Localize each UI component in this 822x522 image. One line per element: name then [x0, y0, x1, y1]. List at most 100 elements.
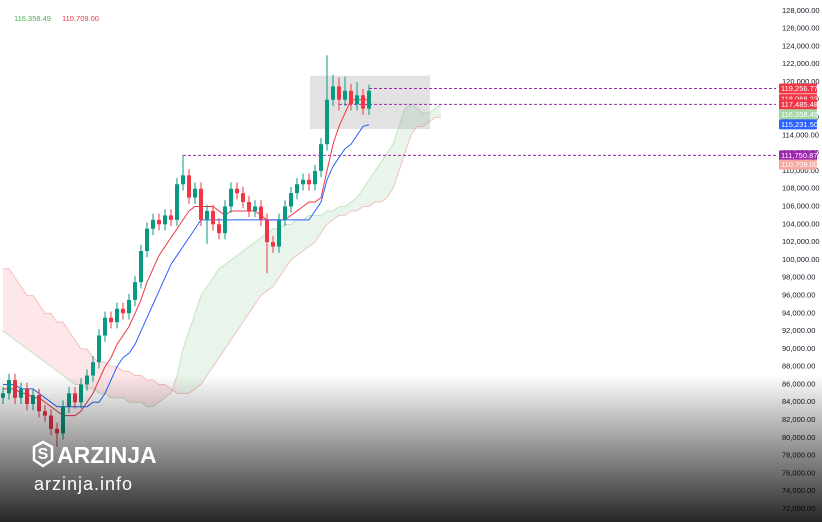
cloud: [39, 304, 45, 363]
legend-value: 116,358.49: [14, 14, 51, 23]
y-tick-label: 96,000.00: [782, 290, 815, 299]
cloud: [69, 331, 75, 385]
y-tick-label: 124,000.00: [782, 41, 820, 50]
svg-text:S: S: [38, 446, 49, 463]
candle-body: [313, 170, 317, 185]
cloud: [417, 108, 423, 127]
y-tick-label: 128,000.00: [782, 6, 820, 15]
candle-body: [349, 90, 353, 105]
cloud: [327, 210, 333, 225]
candle-body: [241, 193, 245, 203]
cloud: [75, 339, 81, 385]
cloud: [57, 322, 63, 376]
candle-body: [307, 179, 311, 185]
candle-body: [337, 86, 341, 100]
candle-body: [187, 175, 191, 198]
candle-body: [289, 193, 293, 207]
candle-body: [277, 219, 281, 247]
candle-body: [259, 206, 263, 220]
site: arzinja.info: [34, 474, 133, 494]
candle-body: [181, 175, 185, 185]
candle-body: [229, 188, 233, 207]
price-tag-label: 111,750.87: [781, 151, 817, 160]
cloud: [333, 206, 339, 220]
candle-body: [145, 228, 149, 251]
watermark-shade: [0, 375, 822, 522]
candle-body: [301, 179, 305, 185]
cloud: [297, 219, 303, 256]
candle-body: [91, 362, 95, 376]
cloud: [405, 104, 411, 154]
cloud: [387, 144, 393, 198]
y-tick-label: 94,000.00: [782, 308, 815, 317]
candle-body: [169, 215, 173, 220]
candle-body: [103, 317, 107, 336]
cloud: [315, 215, 321, 243]
cloud: [27, 295, 33, 354]
candle-body: [127, 299, 131, 314]
candle-body: [331, 86, 335, 100]
cloud: [321, 210, 327, 234]
cloud: [207, 277, 213, 376]
candle-body: [253, 206, 257, 211]
candle-body: [139, 250, 143, 283]
y-tick-label: 98,000.00: [782, 273, 815, 282]
logo-icon: S: [32, 440, 54, 468]
candle-body: [325, 99, 329, 145]
cloud: [411, 104, 417, 136]
price-tag-label: 119,256.77: [781, 84, 818, 93]
candle-body: [121, 308, 125, 314]
cloud: [63, 322, 69, 381]
legend-value: 110,709.00: [62, 14, 99, 23]
y-tick-label: 100,000.00: [782, 255, 820, 264]
candle-body: [109, 317, 113, 323]
cloud: [195, 295, 201, 389]
cloud: [231, 255, 237, 340]
cloud: [369, 170, 375, 207]
price-tag: [779, 99, 817, 110]
price-tag: [779, 119, 817, 130]
candle-body: [295, 184, 299, 194]
y-tick-label: 110,000.00: [782, 166, 819, 175]
candle-body: [199, 188, 203, 220]
y-tick-label: 102,000.00: [782, 237, 820, 246]
candle-body: [319, 144, 323, 171]
candle-body: [361, 95, 365, 109]
price-tag-label: 117,485.48: [781, 100, 818, 109]
cloud: [393, 126, 399, 189]
y-tick-label: 122,000.00: [782, 59, 820, 68]
candle-body: [157, 219, 161, 225]
cloud: [309, 215, 315, 247]
cloud: [33, 295, 39, 358]
y-tick-label: 126,000.00: [782, 24, 820, 33]
cloud: [201, 286, 207, 385]
candle-body: [247, 202, 251, 211]
cloud: [3, 268, 9, 336]
cloud: [435, 104, 441, 118]
cloud: [225, 259, 231, 349]
candle-body: [97, 335, 101, 363]
price-tag-label: 115,231.50: [781, 120, 818, 129]
cloud: [213, 268, 219, 367]
y-tick-label: 90,000.00: [782, 344, 815, 353]
cloud: [15, 277, 21, 345]
candle-body: [355, 95, 359, 105]
cloud: [237, 250, 243, 332]
candle-body: [235, 188, 239, 194]
cloud: [9, 268, 15, 340]
y-tick-label: 114,000.00: [782, 130, 819, 139]
price-tag-label: 116,358.49: [781, 110, 818, 119]
brand: ARZINJA: [57, 442, 157, 468]
cloud: [285, 224, 291, 269]
cloud: [255, 237, 261, 305]
candle-body: [205, 210, 209, 220]
cloud: [429, 108, 435, 122]
price-tag: [779, 150, 817, 161]
cloud: [381, 153, 387, 203]
cloud: [249, 242, 255, 314]
cloud: [51, 313, 57, 372]
candle-body: [367, 90, 371, 109]
y-tick-label: 92,000.00: [782, 326, 815, 335]
